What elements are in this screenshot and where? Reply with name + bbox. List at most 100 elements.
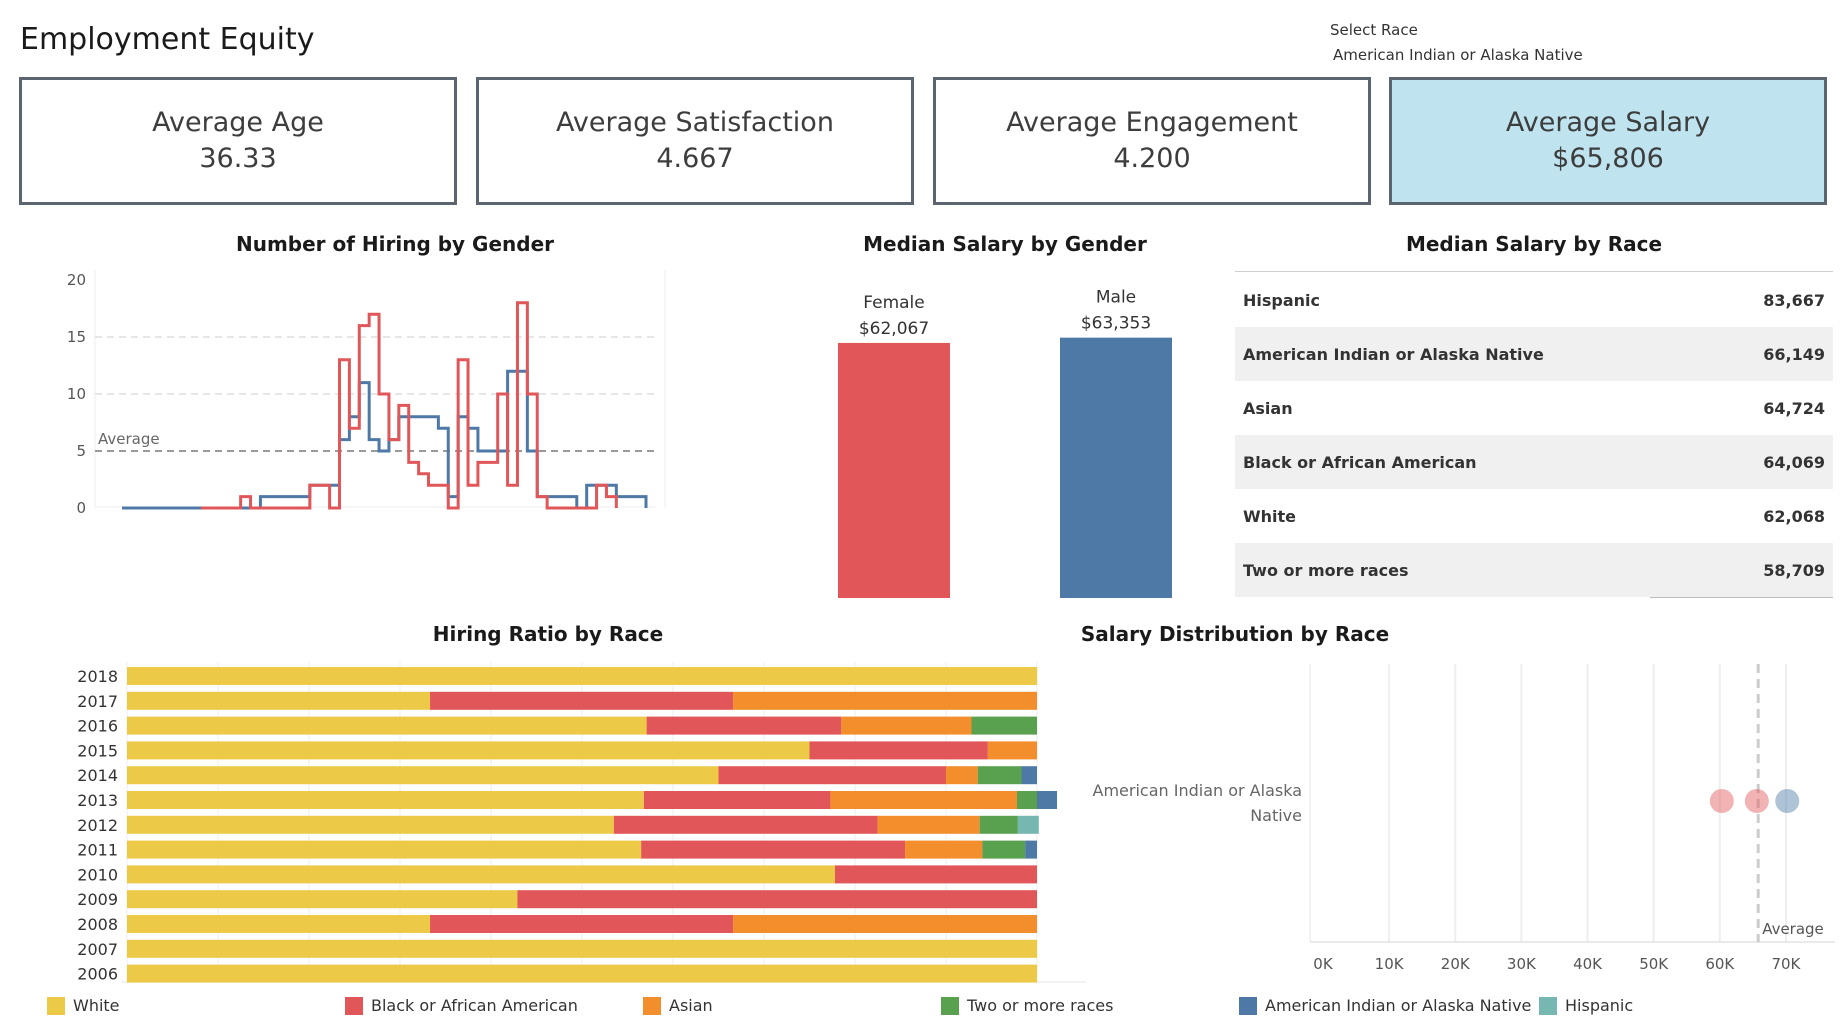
ratio-bar-segment [517, 890, 1037, 909]
ratio-bar-segment [946, 766, 978, 785]
ratio-bar-segment [127, 667, 1037, 685]
ratio-bar-segment [905, 840, 983, 859]
hiring-ratio-race-title: Hiring Ratio by Race [432, 622, 664, 646]
ratio-bar-segment [1017, 815, 1039, 834]
table-row[interactable]: Black or African American 64,069 [1235, 435, 1833, 489]
ratio-bar-segment [127, 791, 644, 809]
bar-female [838, 342, 950, 598]
legend-label: White [73, 996, 120, 1015]
table-row[interactable]: Hispanic 83,667 [1235, 273, 1833, 327]
legend-item-american-indian[interactable]: American Indian or Alaska Native [1239, 996, 1531, 1015]
salary-point-male [1775, 789, 1800, 813]
salary-distribution-title: Salary Distribution by Race [1080, 622, 1390, 646]
ratio-bar-segment [127, 939, 1037, 958]
ratio-bar-segment [646, 716, 842, 735]
race-name: Black or African American [1243, 452, 1477, 472]
x-tick-label: 40K [1573, 955, 1603, 973]
ratio-bar-segment [977, 766, 1022, 785]
legend-item-two-or-more[interactable]: Two or more races [941, 996, 1113, 1015]
ratio-bar-segment [127, 766, 719, 785]
legend-item-asian[interactable]: Asian [643, 996, 713, 1015]
x-tick-label: 30K [1507, 955, 1537, 973]
table-row[interactable]: Asian 64,724 [1235, 381, 1833, 435]
race-median-salary: 83,667 [1763, 290, 1825, 310]
kpi-value: 4.200 [1113, 143, 1191, 174]
x-tick-label: 50K [1639, 955, 1669, 973]
ratio-bar-segment [841, 716, 972, 735]
year-label: 2016 [77, 717, 118, 736]
ratio-bar-segment [733, 691, 1037, 710]
ratio-bar-segment [643, 791, 831, 809]
table-divider [1235, 271, 1833, 272]
ratio-bar-segment [127, 915, 431, 933]
median-salary-gender-chart[interactable]: Female $62,067 Male $63,353 [785, 270, 1225, 605]
ratio-bar-segment [430, 691, 734, 710]
x-tick-label: 10K [1375, 955, 1405, 973]
kpi-label: Average Satisfaction [556, 107, 834, 138]
kpi-average-engagement[interactable]: Average Engagement 4.200 [933, 77, 1371, 205]
year-label: 2014 [77, 766, 118, 785]
legend-label: American Indian or Alaska Native [1265, 996, 1532, 1015]
hiring-ratio-race-chart[interactable]: 2018 2017 2016 2015 2014 2013 2012 2011 2010 2009… [60, 656, 1090, 986]
legend-label: Two or more races [967, 996, 1114, 1015]
kpi-value: $65,806 [1552, 143, 1664, 174]
hiring-series-line-female [201, 301, 618, 510]
hiring-series-line-male [122, 369, 648, 510]
bar-value-label: $62,067 [859, 319, 929, 339]
dashboard-title: Employment Equity [20, 22, 315, 57]
ratio-bar-segment [982, 840, 1026, 859]
table-row[interactable]: White 62,068 [1235, 489, 1833, 543]
race-name: Asian [1243, 398, 1293, 418]
bar-value-label: $63,353 [1081, 314, 1151, 334]
median-salary-race-title: Median Salary by Race [1405, 232, 1663, 256]
legend-label: Hispanic [1565, 996, 1634, 1015]
legend-item-white[interactable]: White [47, 996, 120, 1015]
table-row[interactable]: American Indian or Alaska Native 66,149 [1235, 327, 1833, 381]
kpi-label: Average Age [152, 107, 324, 138]
legend-item-black[interactable]: Black or African American [345, 996, 578, 1015]
ratio-bar-segment [733, 915, 1037, 933]
kpi-average-age[interactable]: Average Age 36.33 [19, 77, 457, 205]
legend-label: Asian [669, 996, 713, 1015]
year-label: 2011 [77, 841, 118, 860]
kpi-average-salary[interactable]: Average Salary $65,806 [1389, 77, 1827, 205]
ratio-bar-segment [1021, 766, 1037, 785]
year-label: 2012 [77, 816, 118, 835]
legend-item-hispanic[interactable]: Hispanic [1539, 996, 1633, 1015]
ratio-bar-segment [1037, 791, 1058, 809]
year-label: 2008 [77, 915, 118, 934]
legend-swatch [941, 996, 959, 1015]
ratio-bar-segment [971, 716, 1037, 735]
bar-category-label: Male [1096, 288, 1136, 308]
year-label: 2013 [77, 791, 118, 810]
ratio-bar-segment [127, 741, 810, 760]
hiring-by-gender-chart[interactable]: 0 5 10 15 20 Average [60, 270, 790, 605]
kpi-average-satisfaction[interactable]: Average Satisfaction 4.667 [476, 77, 914, 205]
ratio-bar-segment [613, 815, 878, 834]
table-row[interactable]: Two or more races 58,709 [1235, 543, 1833, 597]
race-median-salary: 62,068 [1763, 506, 1825, 526]
race-filter-select[interactable]: American Indian or Alaska Native [1333, 46, 1583, 64]
ratio-bar-segment [979, 815, 1018, 834]
kpi-value: 36.33 [199, 143, 277, 174]
y-tick-label: 0 [76, 499, 86, 517]
year-label: 2009 [77, 890, 118, 909]
legend-swatch [345, 996, 363, 1015]
kpi-value: 4.667 [656, 143, 734, 174]
median-salary-gender-title: Median Salary by Gender [863, 232, 1147, 256]
race-filter-label: Select Race [1330, 21, 1418, 39]
average-line-label: Average [98, 430, 160, 448]
x-tick-label: 60K [1705, 955, 1735, 973]
y-tick-label: 5 [76, 442, 86, 460]
salary-point-female [1709, 789, 1734, 813]
year-label: 2018 [77, 667, 118, 686]
race-name: American Indian or Alaska Native [1243, 344, 1544, 364]
ratio-bar-segment [127, 716, 647, 735]
ratio-bar-segment [127, 890, 518, 909]
race-median-salary: 66,149 [1763, 344, 1825, 364]
salary-distribution-chart[interactable]: American Indian or Alaska Native Average… [1090, 656, 1840, 986]
ratio-bar-segment [1025, 840, 1037, 859]
ratio-bar-segment [718, 766, 946, 785]
ratio-bar-segment [430, 915, 734, 933]
x-tick-label: 70K [1771, 955, 1801, 973]
